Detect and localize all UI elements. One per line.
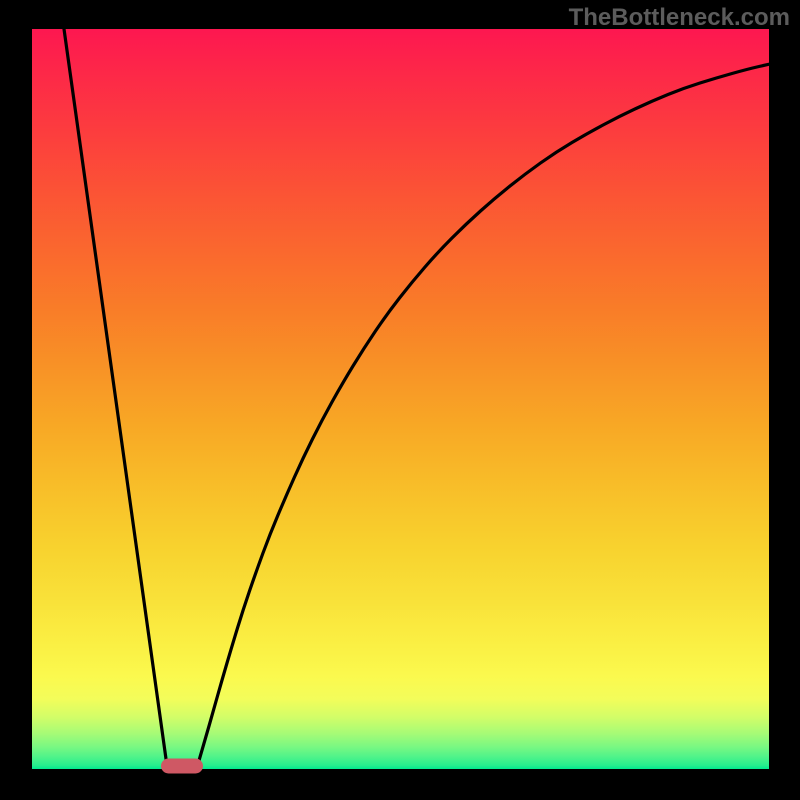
curve-layer: [0, 0, 800, 800]
right-ascending-curve: [198, 64, 770, 764]
chart-container: TheBottleneck.com: [0, 0, 800, 800]
left-descending-line: [64, 29, 167, 766]
bottleneck-marker: [161, 759, 203, 774]
attribution-text: TheBottleneck.com: [569, 4, 790, 32]
